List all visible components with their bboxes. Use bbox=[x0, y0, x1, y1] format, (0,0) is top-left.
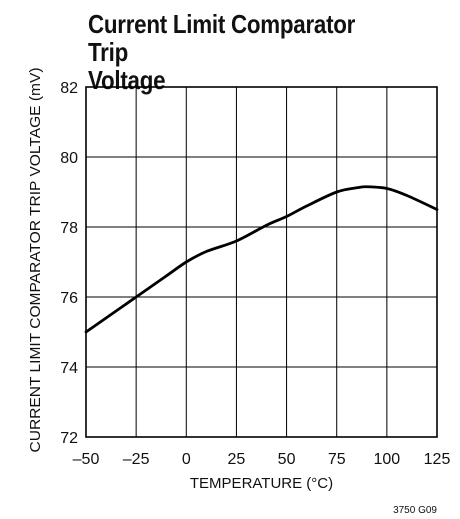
x-tick-label: 0 bbox=[182, 451, 191, 468]
y-tick-label: 80 bbox=[60, 150, 78, 167]
x-tick-label: 100 bbox=[374, 451, 401, 468]
figure-id: 3750 G09 bbox=[393, 505, 437, 516]
y-tick-label: 72 bbox=[60, 430, 78, 447]
plot-frame bbox=[85, 86, 438, 438]
x-tick-label: 25 bbox=[228, 451, 246, 468]
chart-title-line2: Voltage bbox=[88, 65, 166, 95]
y-axis-label: CURRENT LIMIT COMPARATOR TRIP VOLTAGE (m… bbox=[27, 68, 44, 453]
x-tick-label: 125 bbox=[424, 451, 451, 468]
chart-title-line1: Current Limit Comparator Trip bbox=[88, 9, 356, 67]
x-tick-label: 50 bbox=[278, 451, 296, 468]
y-tick-label: 78 bbox=[60, 220, 78, 237]
y-tick-label: 82 bbox=[60, 80, 78, 97]
x-tick-label: –50 bbox=[73, 451, 100, 468]
x-axis-label: TEMPERATURE (°C) bbox=[190, 475, 333, 492]
grid-lines bbox=[85, 86, 438, 438]
x-tick-label: –25 bbox=[123, 451, 150, 468]
y-tick-label: 76 bbox=[60, 290, 78, 307]
y-tick-labels: 72 74 76 78 80 82 bbox=[60, 80, 78, 447]
chart-title: Current Limit Comparator Trip Voltage bbox=[88, 10, 398, 94]
y-tick-label: 74 bbox=[60, 360, 78, 377]
x-tick-label: 75 bbox=[328, 451, 346, 468]
series-line bbox=[84, 185, 439, 334]
x-tick-labels: –50 –25 0 25 50 75 100 125 bbox=[73, 451, 451, 468]
